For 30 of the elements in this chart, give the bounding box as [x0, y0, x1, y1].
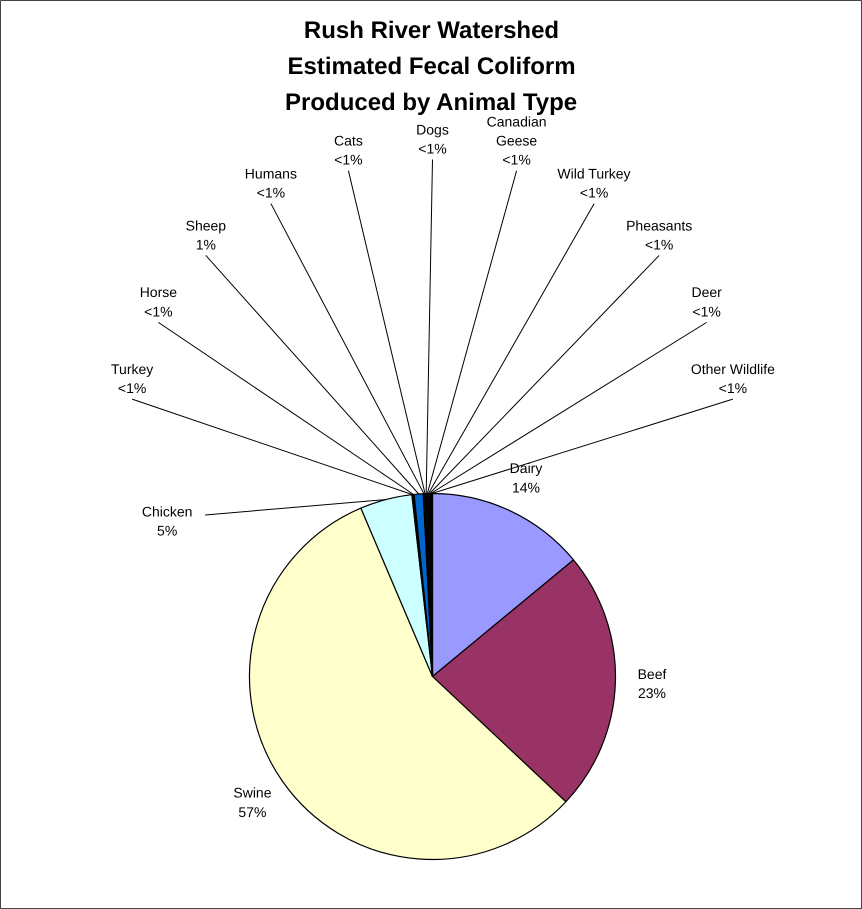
data-label: 14%	[512, 479, 540, 496]
data-label: <1%	[692, 303, 721, 320]
slice-label: Other Wildlife	[690, 360, 776, 377]
slice-label: Chicken	[142, 503, 192, 520]
slice-label: Beef	[638, 666, 666, 682]
data-label: <1%	[144, 303, 173, 320]
slice-label: Sheep	[186, 217, 226, 234]
slice-label: Wild Turkey	[557, 165, 631, 182]
data-label: <1%	[334, 152, 363, 168]
data-label: <1%	[118, 380, 146, 396]
chart-title: Rush River Watershed Estimated Fecal Coliform Produced by Animal Type	[285, 17, 578, 116]
slice-label: Cats	[334, 132, 363, 149]
slice-label: Pheasants	[626, 217, 692, 234]
data-label: <1%	[644, 236, 674, 252]
data-label: <1%	[256, 184, 286, 201]
slice-label: Dogs	[416, 121, 449, 138]
data-label: 23%	[638, 685, 666, 701]
data-label: <1%	[502, 152, 531, 168]
data-label: <1%	[418, 140, 447, 156]
data-label: 5%	[157, 522, 178, 539]
data-label: <1%	[718, 380, 748, 396]
slice-label: Dairy	[510, 460, 542, 476]
data-label: 57%	[238, 804, 266, 820]
slice-label: Horse	[140, 284, 178, 300]
data-label: <1%	[580, 184, 608, 201]
slice-label: Humans	[244, 165, 297, 182]
slice-label: Deer	[691, 284, 722, 300]
slice-label: Turkey	[111, 360, 154, 377]
slice-label: Swine	[233, 784, 272, 801]
data-label: 1%	[196, 236, 216, 252]
